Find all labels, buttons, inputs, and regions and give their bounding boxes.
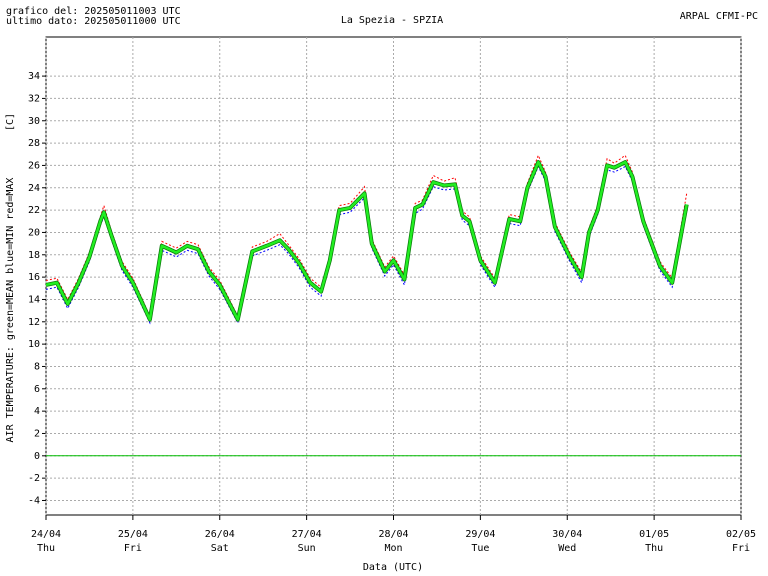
y-tick-label: 4 — [34, 406, 40, 417]
y-tick-label: 10 — [28, 339, 40, 350]
y-tick-label: -2 — [28, 473, 40, 484]
y-tick-label: 20 — [28, 227, 40, 238]
y-tick-label: 30 — [28, 116, 40, 127]
y-tick-label: 12 — [28, 317, 40, 328]
x-tick-label: 27/04 — [292, 529, 322, 540]
last-data-time: ultimo dato: 202505011000 UTC — [6, 16, 181, 27]
x-tick-label: 29/04 — [465, 529, 495, 540]
x-weekday-label: Fri — [732, 543, 750, 554]
x-weekday-label: Wed — [558, 543, 576, 554]
chart-title: La Spezia - SPZIA — [341, 15, 443, 26]
y-tick-label: 32 — [28, 93, 40, 104]
x-tick-label: 24/04 — [31, 529, 61, 540]
x-tick-label: 30/04 — [552, 529, 582, 540]
x-axis-label: Data (UTC) — [363, 562, 423, 573]
y-tick-label: 2 — [34, 428, 40, 439]
x-tick-label: 26/04 — [205, 529, 235, 540]
series-line — [45, 160, 688, 321]
y-tick-label: 16 — [28, 272, 40, 283]
y-tick-label: 28 — [28, 138, 40, 149]
x-weekday-label: Sat — [211, 543, 229, 554]
x-weekday-label: Fri — [124, 543, 142, 554]
y-tick-label: 22 — [28, 205, 40, 216]
y-tick-label: 26 — [28, 160, 40, 171]
x-weekday-label: Tue — [471, 543, 489, 554]
plot-area — [45, 36, 742, 516]
x-weekday-label: Thu — [37, 543, 55, 554]
y-tick-label: 8 — [34, 361, 40, 372]
x-tick-label: 25/04 — [118, 529, 148, 540]
x-tick-label: 01/05 — [639, 529, 669, 540]
y-tick-label: 14 — [28, 294, 40, 305]
y-tick-label: 24 — [28, 183, 40, 194]
y-axis-label: AIR TEMPERATURE: green=MEAN blue=MIN red… — [5, 178, 16, 443]
y-tick-label: 6 — [34, 384, 40, 395]
unit-label: [C] — [5, 113, 16, 131]
x-weekday-label: Sun — [298, 543, 316, 554]
y-tick-label: -4 — [28, 495, 40, 506]
generated-time: grafico del: 202505011003 UTC — [6, 6, 181, 17]
y-tick-label: 34 — [28, 71, 40, 82]
x-weekday-label: Thu — [645, 543, 663, 554]
x-tick-label: 28/04 — [378, 529, 408, 540]
source: ARPAL CFMI-PC — [680, 11, 758, 22]
y-tick-label: 0 — [34, 451, 40, 462]
y-tick-label: 18 — [28, 250, 40, 261]
x-tick-label: 02/05 — [726, 529, 756, 540]
x-weekday-label: Mon — [384, 543, 402, 554]
